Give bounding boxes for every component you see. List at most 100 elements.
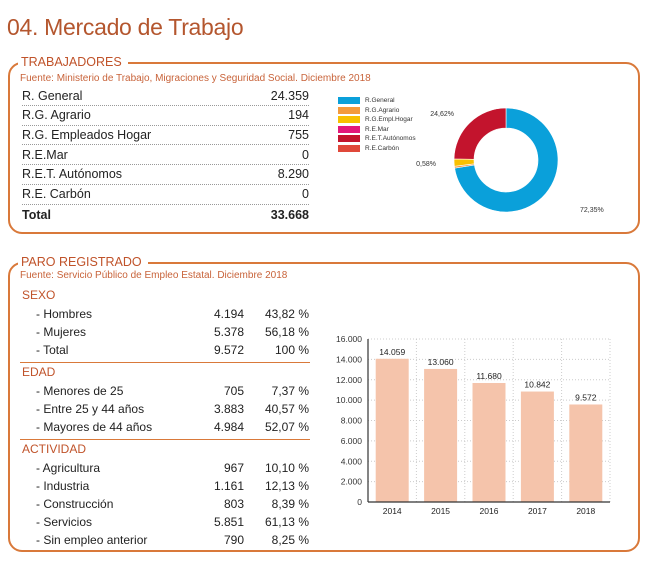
total-label: Total <box>22 207 51 222</box>
row-label: R.E. Carbón <box>22 187 91 201</box>
row-label: - Construcción <box>36 497 114 511</box>
row-label: - Agricultura <box>36 461 101 475</box>
section-title: ACTIVIDAD <box>22 442 87 456</box>
bar <box>472 383 506 502</box>
paro-row: - Sin empleo anterior 790 8,25 % <box>22 531 309 549</box>
section-title: SEXO <box>22 288 56 302</box>
row-label: - Entre 25 y 44 años <box>36 402 145 416</box>
donut-slice <box>453 107 507 160</box>
section-divider <box>20 362 310 363</box>
row-count: 1.161 <box>213 479 244 493</box>
paro-row: - Mujeres 5.378 56,18 % <box>22 323 309 341</box>
row-value: 755 <box>288 127 309 142</box>
row-value: 24.359 <box>270 88 309 103</box>
legend-swatch <box>338 97 360 104</box>
bar <box>375 358 409 502</box>
trabajadores-row: R.E.Mar 0 <box>22 145 309 166</box>
row-percent: 8,39 % <box>271 497 309 511</box>
legend-label: R.E.Carbón <box>365 144 399 152</box>
legend-swatch <box>338 106 360 114</box>
y-tick-label: 8.000 <box>341 416 363 426</box>
y-tick-label: 6.000 <box>341 436 363 446</box>
x-tick-label: 2016 <box>480 506 499 516</box>
paro-row: - Construcción 803 8,39 % <box>22 495 309 513</box>
legend-item: R.General <box>338 96 395 105</box>
row-count: 967 <box>223 461 244 475</box>
legend-swatch <box>338 125 360 133</box>
legend-label: R.G.Empl.Hogar <box>365 116 413 123</box>
donut-label: 24,62% <box>430 111 454 118</box>
row-label: - Total <box>36 343 69 357</box>
row-percent: 43,82 % <box>264 307 309 321</box>
legend-item: R.G.Agrario <box>338 106 399 115</box>
row-value: 8.290 <box>277 167 309 182</box>
donut-label: 72,35% <box>580 207 604 214</box>
paro-row: - Industria 1.161 12,13 % <box>22 477 309 495</box>
legend-label: R.E.T.Autónomos <box>365 135 416 142</box>
trabajadores-source: Fuente: Ministerio de Trabajo, Migracion… <box>20 73 371 84</box>
legend-label: R.E.Mar <box>365 125 389 133</box>
bar <box>569 404 603 502</box>
row-percent: 8,25 % <box>271 533 309 547</box>
paro-row: - Total 9.572 100 % <box>22 341 309 359</box>
row-percent: 7,37 % <box>271 384 309 398</box>
page-title: 04. Mercado de Trabajo <box>7 14 244 40</box>
y-tick-label: 2.000 <box>341 477 363 487</box>
total-row: Total 33.668 <box>22 205 309 224</box>
paro-row: - Mayores de 44 años 4.984 52,07 % <box>22 418 309 436</box>
legend-item: R.E.Carbón <box>338 144 399 153</box>
row-label: R.E.Mar <box>22 147 68 162</box>
row-value: 194 <box>288 108 309 123</box>
paro-title: PARO REGISTRADO <box>18 255 148 269</box>
paro-row: - Hombres 4.194 43,82 % <box>22 305 309 323</box>
paro-source: Fuente: Servicio Público de Empleo Estat… <box>20 270 288 281</box>
trabajadores-row: R.G. Empleados Hogar 755 <box>22 125 309 146</box>
row-count: 4.194 <box>213 307 244 321</box>
row-percent: 100 % <box>274 343 309 357</box>
paro-row: - Servicios 5.851 61,13 % <box>22 513 309 531</box>
paro-row: - Agricultura 967 10,10 % <box>22 459 309 477</box>
legend-item: R.E.Mar <box>338 125 389 134</box>
bar-value-label: 11.680 <box>476 371 502 381</box>
row-percent: 40,57 % <box>264 402 309 416</box>
bar-value-label: 10.842 <box>524 380 550 390</box>
x-tick-label: 2015 <box>431 506 450 516</box>
row-count: 9.572 <box>213 343 244 357</box>
bar-value-label: 13.060 <box>428 357 454 367</box>
y-tick-label: 14.000 <box>336 354 362 364</box>
y-tick-label: 0 <box>357 497 362 507</box>
row-percent: 61,13 % <box>264 515 309 529</box>
row-label: - Sin empleo anterior <box>36 533 148 547</box>
legend-swatch <box>338 144 360 152</box>
paro-row: - Entre 25 y 44 años 3.883 40,57 % <box>22 400 309 418</box>
bar-value-label: 14.059 <box>379 347 405 357</box>
row-label: R.E.T. Autónomos <box>22 167 123 182</box>
x-tick-label: 2017 <box>528 506 547 516</box>
legend-item: R.E.T.Autónomos <box>338 134 416 143</box>
x-tick-label: 2018 <box>576 506 595 516</box>
trabajadores-title: TRABAJADORES <box>18 55 128 69</box>
section-divider <box>20 439 310 440</box>
row-count: 803 <box>223 497 244 511</box>
trabajadores-row: R. General 24.359 <box>22 86 309 106</box>
paro-panel: PARO REGISTRADO Fuente: Servicio Público… <box>8 255 640 552</box>
paro-row: - Menores de 25 705 7,37 % <box>22 382 309 400</box>
trabajadores-row: R.E. Carbón 0 <box>22 185 309 205</box>
row-percent: 56,18 % <box>264 325 309 339</box>
y-tick-label: 4.000 <box>341 456 363 466</box>
row-label: - Industria <box>36 479 90 493</box>
legend-swatch <box>338 135 360 142</box>
row-label: R.G. Agrario <box>22 108 91 123</box>
trabajadores-panel: TRABAJADORES Fuente: Ministerio de Traba… <box>8 55 640 234</box>
bar <box>520 391 554 502</box>
donut-chart: 72,35% 0,58% 24,62% <box>416 107 604 214</box>
row-count: 5.378 <box>213 325 244 339</box>
row-count: 3.883 <box>213 402 244 416</box>
row-percent: 52,07 % <box>264 420 309 434</box>
row-count: 4.984 <box>213 420 244 434</box>
row-value: 0 <box>302 147 309 162</box>
donut-slice <box>454 107 559 213</box>
bar-value-label: 9.572 <box>575 392 597 402</box>
row-label: R. General <box>22 88 83 103</box>
legend-label: R.G.Agrario <box>365 106 400 114</box>
